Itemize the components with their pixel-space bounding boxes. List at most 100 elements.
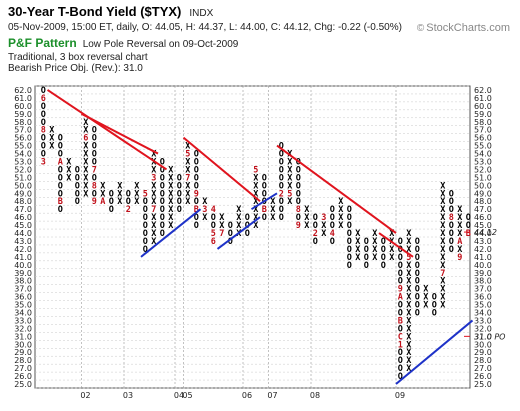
y-tick-label-right: 48.0 xyxy=(474,197,492,206)
o-box: O xyxy=(58,165,63,175)
y-tick-label-right: 33.0 xyxy=(474,316,492,325)
y-tick-label-left: 30.0 xyxy=(14,340,32,349)
y-tick-label-right: 50.0 xyxy=(474,181,492,190)
x-box: X xyxy=(151,158,156,168)
month-marker: 3 xyxy=(321,213,326,223)
y-tick-label-right: 31.0 xyxy=(474,332,492,341)
o-box: O xyxy=(92,189,97,199)
o-box: O xyxy=(262,181,267,191)
x-box: X xyxy=(151,197,156,207)
x-box: X xyxy=(83,118,88,128)
o-box: O xyxy=(449,229,454,239)
y-tick-label-left: 25.0 xyxy=(14,380,32,389)
o-box: O xyxy=(92,158,97,168)
x-box: X xyxy=(253,197,258,207)
y-tick-label-right: 51.0 xyxy=(474,173,492,182)
x-box: X xyxy=(134,189,139,199)
o-box: O xyxy=(58,205,63,215)
o-box: O xyxy=(143,237,148,247)
x-box: X xyxy=(440,205,445,215)
pattern-text: Low Pole Reversal on 09-Oct-2009 xyxy=(82,39,239,50)
month-marker: A xyxy=(457,237,462,247)
o-box: O xyxy=(92,142,97,152)
o-box: O xyxy=(279,142,284,152)
month-marker: B xyxy=(194,205,199,215)
o-box: O xyxy=(415,269,420,279)
resistance-trendline xyxy=(182,136,261,203)
x-box: X xyxy=(151,189,156,199)
o-box: O xyxy=(160,213,165,223)
month-marker: 2 xyxy=(313,229,318,239)
x-box: X xyxy=(151,181,156,191)
o-box: O xyxy=(194,158,199,168)
resistance-trendline xyxy=(81,112,159,155)
y-tick-label-right: 61.0 xyxy=(474,94,492,103)
o-box: O xyxy=(279,165,284,175)
o-box: O xyxy=(177,173,182,183)
o-box: O xyxy=(262,189,267,199)
x-box: X xyxy=(185,158,190,168)
x-box: X xyxy=(355,237,360,247)
o-box: O xyxy=(449,197,454,207)
o-box: O xyxy=(330,205,335,215)
y-tick-label-left: 41.0 xyxy=(14,253,32,262)
y-tick-label-right: 37.0 xyxy=(474,285,492,294)
o-box: O xyxy=(160,229,165,239)
o-box: O xyxy=(296,165,301,175)
y-tick-label-left: 57.0 xyxy=(14,126,32,135)
o-box: O xyxy=(143,229,148,239)
x-box: X xyxy=(372,229,377,239)
x-box: X xyxy=(83,126,88,136)
o-box: O xyxy=(449,237,454,247)
o-box: O xyxy=(381,237,386,247)
resistance-trendline xyxy=(378,232,414,258)
month-marker: 1 xyxy=(398,340,403,350)
month-marker: 6 xyxy=(41,94,46,104)
pattern-line: P&F Pattern Low Pole Reversal on 09-Oct-2… xyxy=(8,36,238,50)
y-tick-label-left: 37.0 xyxy=(14,285,32,294)
o-box: O xyxy=(279,197,284,207)
o-box: O xyxy=(381,253,386,263)
y-tick-label-right: 49.0 xyxy=(474,189,492,198)
copyright-icon: © xyxy=(416,23,425,34)
o-box: O xyxy=(177,189,182,199)
o-box: O xyxy=(58,181,63,191)
price-marker: 44.12 xyxy=(474,228,497,237)
month-marker: 6 xyxy=(83,134,88,144)
o-box: O xyxy=(415,293,420,303)
month-marker: 8 xyxy=(92,181,97,191)
month-marker: 7 xyxy=(219,229,224,239)
x-box: X xyxy=(355,245,360,255)
o-box: O xyxy=(415,285,420,295)
o-box: O xyxy=(398,301,403,311)
pattern-label: P&F Pattern xyxy=(8,36,77,50)
o-box: O xyxy=(41,118,46,128)
o-box: O xyxy=(296,181,301,191)
x-box: X xyxy=(304,205,309,215)
y-tick-label-left: 33.0 xyxy=(14,316,32,325)
o-box: O xyxy=(296,213,301,223)
price-objective-line: Bearish Price Obj. (Rev.): 31.0 xyxy=(8,63,143,74)
y-tick-label-left: 48.0 xyxy=(14,197,32,206)
x-box: X xyxy=(440,277,445,287)
o-box: O xyxy=(58,134,63,144)
o-box: O xyxy=(432,293,437,303)
o-box: O xyxy=(347,237,352,247)
reversal-line: Traditional, 3 box reversal chart xyxy=(8,52,148,63)
y-tick-label-right: 53.0 xyxy=(474,158,492,167)
x-tick-label: 05 xyxy=(182,391,192,400)
o-box: O xyxy=(398,372,403,382)
x-box: X xyxy=(83,150,88,160)
x-box: X xyxy=(406,348,411,358)
y-tick-label-right: 35.0 xyxy=(474,301,492,310)
x-box: X xyxy=(406,261,411,271)
brand-text: StockCharts.com xyxy=(426,22,510,34)
x-box: X xyxy=(236,213,241,223)
y-tick-label-right: 41.0 xyxy=(474,253,492,262)
month-marker: 2 xyxy=(126,205,131,215)
o-box: O xyxy=(75,197,80,207)
o-box: O xyxy=(415,245,420,255)
o-box: O xyxy=(160,221,165,231)
x-box: X xyxy=(151,221,156,231)
y-tick-label-right: 43.0 xyxy=(474,237,492,246)
